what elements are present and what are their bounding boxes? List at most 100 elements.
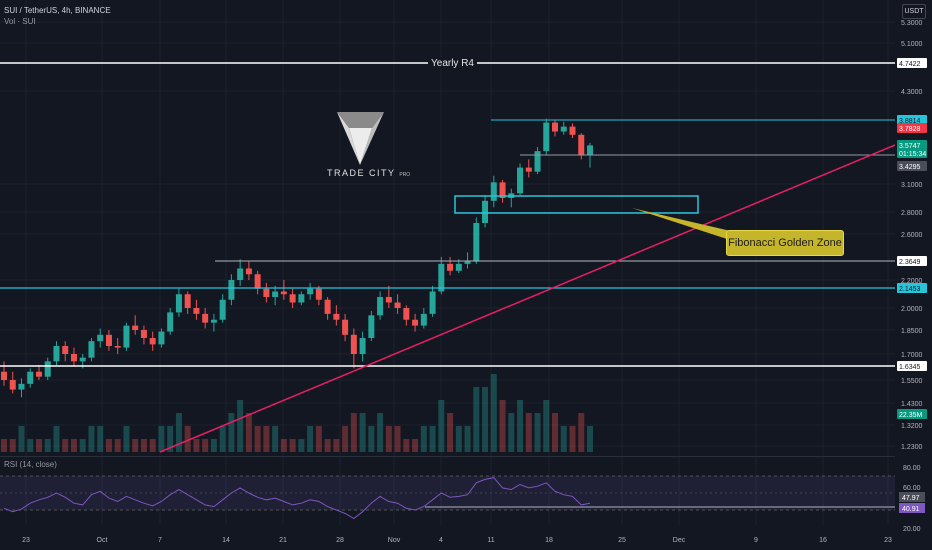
- volume-bar: [263, 426, 270, 452]
- volume-bar: [132, 439, 139, 452]
- volume-bar: [482, 387, 489, 452]
- price-badge: [897, 161, 927, 171]
- volume-bar: [455, 426, 462, 452]
- time-tick: 18: [545, 537, 553, 544]
- time-tick: 11: [487, 537, 494, 544]
- price-tick: 1.5500: [901, 378, 923, 385]
- volume-bar: [167, 426, 174, 452]
- volume-bar: [359, 413, 366, 452]
- price-badge: [897, 58, 927, 68]
- volume-bar: [245, 413, 252, 452]
- candle-body: [315, 288, 322, 300]
- volume-bar: [70, 439, 77, 452]
- candle-body: [473, 223, 480, 262]
- volume-bar: [140, 439, 147, 452]
- candle-body: [280, 291, 287, 295]
- volume-bar: [44, 439, 51, 452]
- candle-body: [569, 126, 576, 135]
- price-tick: 2.0000: [901, 306, 923, 313]
- volume-bar: [88, 426, 95, 452]
- brand-suffix: PRO: [399, 172, 411, 178]
- volume-bar: [333, 439, 340, 452]
- candle-body: [543, 122, 550, 152]
- volume-bar: [149, 439, 156, 452]
- currency-button[interactable]: USDT: [902, 4, 926, 19]
- candle-body: [447, 263, 454, 271]
- volume-bar: [53, 426, 60, 452]
- candle-body: [438, 263, 445, 292]
- volume-bar: [543, 400, 550, 452]
- volume-bar: [420, 426, 427, 452]
- candle-body: [552, 122, 559, 132]
- time-tick: 7: [158, 537, 162, 544]
- candle-body: [228, 280, 235, 300]
- candle-body: [368, 315, 375, 338]
- candle-body: [184, 294, 191, 308]
- candle-body: [202, 313, 209, 323]
- time-tick: Oct: [97, 537, 108, 544]
- volume-bar: [289, 439, 296, 452]
- candle-body: [35, 371, 42, 377]
- candle-body: [263, 288, 270, 297]
- price-tick: 2.6000: [901, 232, 923, 239]
- price-tick: 5.1000: [901, 41, 923, 48]
- candle-body: [420, 313, 427, 326]
- volume-bar: [193, 439, 200, 452]
- volume-bar: [79, 439, 86, 452]
- price-badge: [897, 256, 927, 266]
- candle-body: [237, 268, 244, 280]
- volume-bar: [438, 400, 445, 452]
- trade-city-logo: [337, 112, 384, 165]
- volume-bar: [403, 439, 410, 452]
- candle-body: [245, 268, 252, 275]
- candle-body: [394, 302, 401, 308]
- price-badge: [897, 283, 927, 293]
- volume-bar: [18, 426, 25, 452]
- candle-body: [578, 134, 585, 156]
- volume-bar: [552, 413, 559, 452]
- volume-bar: [62, 439, 69, 452]
- volume-bar: [385, 426, 392, 452]
- rsi-label: RSI (14, close): [4, 460, 57, 469]
- candle-body: [298, 294, 305, 303]
- price-badge-text: 01:15:34: [899, 151, 926, 158]
- time-tick: 4: [439, 537, 443, 544]
- candle-body: [289, 294, 296, 303]
- rsi-tick: 60.00: [903, 485, 921, 492]
- candle-body: [464, 261, 471, 264]
- candle-body: [149, 338, 156, 345]
- volume-bar: [184, 426, 191, 452]
- candle-body: [114, 346, 121, 348]
- price-badge-text: 2.1453: [899, 286, 921, 293]
- candle-body: [587, 145, 593, 156]
- time-tick: 25: [618, 537, 626, 544]
- candle-body: [62, 346, 69, 354]
- volume-bar: [27, 439, 34, 452]
- time-axis-ticks: 23 Oct 7 14 21 28 Nov 4 11 18 25 Dec 9 16 23: [22, 537, 892, 544]
- trendline: [159, 144, 896, 453]
- candle-body: [158, 331, 165, 345]
- candle-body: [193, 308, 200, 314]
- volume-bar: [202, 439, 209, 452]
- volume-bar: [175, 413, 182, 452]
- candle-body: [132, 325, 139, 330]
- volume-bar: [429, 426, 436, 452]
- volume-bar: [473, 387, 480, 452]
- rsi-badge-text: 40.91: [902, 506, 920, 513]
- candle-body: [210, 319, 217, 323]
- volume-bar: [464, 426, 471, 452]
- time-tick: 16: [819, 537, 827, 544]
- price-tick: 1.7000: [901, 352, 923, 359]
- candle-body: [385, 296, 392, 303]
- volume-bar: [237, 400, 244, 452]
- chart-grid: [0, 0, 895, 525]
- price-tick: 1.3200: [901, 423, 923, 430]
- yearly-r4-label: Yearly R4: [428, 58, 477, 69]
- candles: [1, 118, 593, 398]
- volume-bar: [508, 413, 515, 452]
- time-tick: Dec: [673, 537, 686, 544]
- candle-body: [88, 341, 95, 358]
- volume-bar: [324, 439, 331, 452]
